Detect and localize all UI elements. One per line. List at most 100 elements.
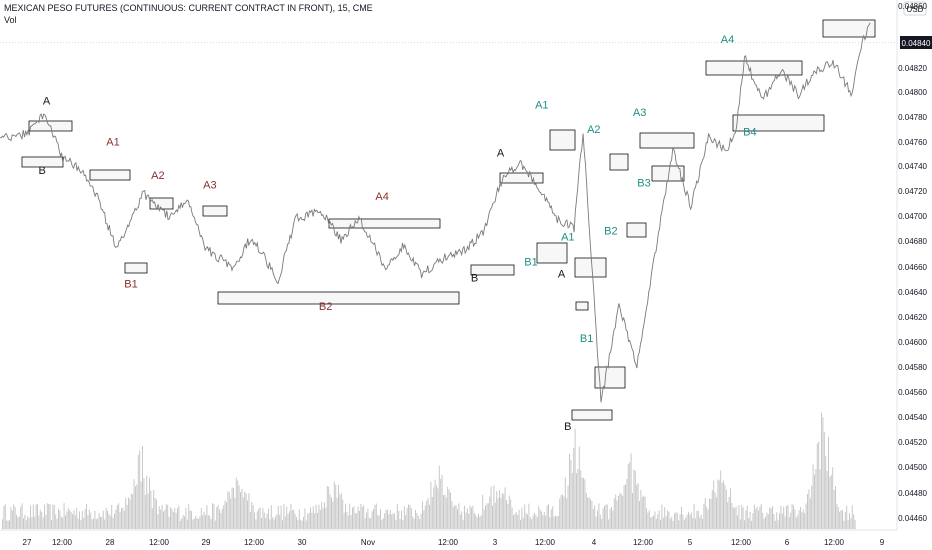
volume-bar [149, 477, 150, 529]
x-tick-label: 28 [106, 538, 115, 547]
wave-label: A [497, 148, 505, 160]
volume-label: Vol [4, 15, 17, 25]
volume-bar [56, 519, 58, 529]
volume-bar [606, 504, 608, 529]
volume-bar [308, 513, 310, 529]
wave-label: B [471, 273, 478, 285]
volume-bar [429, 504, 430, 529]
volume-bar [497, 498, 499, 529]
volume-bar [39, 509, 41, 529]
volume-bar [63, 503, 65, 529]
volume-bar [830, 474, 832, 529]
volume-bar [45, 515, 47, 529]
volume-bar [534, 513, 535, 529]
volume-bar [185, 507, 187, 529]
volume-bar [786, 506, 787, 529]
volume-bar [487, 503, 489, 529]
volume-bar [381, 519, 383, 529]
volume-bar [108, 513, 110, 529]
volume-bar [633, 469, 635, 529]
volume-bar [695, 518, 696, 529]
volume-bar [228, 492, 230, 529]
volume-bar [332, 501, 334, 529]
volume-bar [345, 503, 346, 529]
wave-boxes [21, 19, 876, 421]
volume-bar [104, 519, 106, 529]
volume-bar [328, 486, 330, 529]
volume-bar [200, 508, 202, 529]
volume-bar [286, 506, 288, 529]
wave-label: B [39, 165, 46, 177]
volume-bar [545, 515, 547, 529]
volume-bar [720, 470, 722, 529]
wave-label: A [43, 96, 51, 108]
wave-label: A1 [535, 99, 548, 111]
volume-bar [135, 486, 136, 529]
volume-bar [409, 505, 411, 529]
volume-bar [714, 492, 716, 529]
y-tick-label: 0.04760 [898, 138, 927, 147]
volume-bar [160, 509, 162, 529]
volume-bar [301, 520, 303, 529]
volume-bar [130, 493, 132, 529]
volume-bar [664, 507, 666, 529]
volume-bar [499, 490, 500, 529]
volume-bar [354, 513, 356, 529]
volume-bar [258, 508, 260, 529]
volume-bar [801, 512, 803, 529]
wave-label: B1 [580, 333, 593, 345]
volume-bar [385, 509, 387, 529]
volume-bar [564, 477, 566, 529]
volume-bar [203, 511, 205, 529]
volume-bar [602, 508, 604, 529]
volume-bar [150, 490, 152, 529]
wave-label: A [558, 269, 566, 281]
wave-label: A4 [375, 191, 388, 203]
wave-label: B1 [524, 256, 537, 268]
volume-bar [816, 443, 818, 529]
volume-bar [86, 504, 87, 529]
volume-bar [349, 503, 351, 529]
volume-bar [560, 495, 562, 529]
volume-bar [27, 516, 29, 529]
volume-bar [406, 508, 408, 529]
wave-label: B2 [319, 301, 332, 313]
y-tick-label: 0.04480 [898, 489, 927, 498]
last-price-value: 0.04840 [902, 39, 931, 48]
volume-bar [18, 516, 20, 529]
volume-bar [571, 473, 573, 529]
volume-bar [704, 498, 706, 529]
volume-bar [255, 519, 257, 529]
volume-bar [479, 516, 481, 529]
volume-bar [10, 507, 12, 529]
volume-bar [224, 500, 226, 529]
volume-bar [461, 511, 463, 529]
volume-bar [24, 514, 26, 529]
volume-bar [83, 517, 85, 529]
volume-bar [424, 505, 426, 529]
volume-bar [34, 516, 36, 529]
volume-bar [759, 506, 761, 529]
volume-bar [276, 514, 278, 529]
y-tick-label: 0.04820 [898, 64, 927, 73]
volume-bar [797, 515, 799, 529]
volume-bar [431, 497, 433, 529]
volume-bar [324, 502, 325, 529]
volume-bar [457, 509, 458, 529]
volume-bar [248, 493, 250, 529]
volume-bar [168, 517, 170, 529]
volume-bar [156, 499, 157, 529]
volume-bar [693, 503, 695, 529]
volume-bar [445, 497, 447, 529]
volume-bar [38, 515, 40, 529]
wave-box [470, 264, 515, 276]
volume-bar [528, 503, 530, 529]
y-tick-label: 0.04680 [898, 237, 927, 246]
volume-bar [531, 519, 533, 529]
volume-bar [282, 520, 283, 529]
y-tick-label: 0.04460 [898, 514, 927, 523]
volume-bar [543, 511, 545, 529]
volume-bar [325, 507, 327, 529]
volume-bar [745, 510, 747, 529]
